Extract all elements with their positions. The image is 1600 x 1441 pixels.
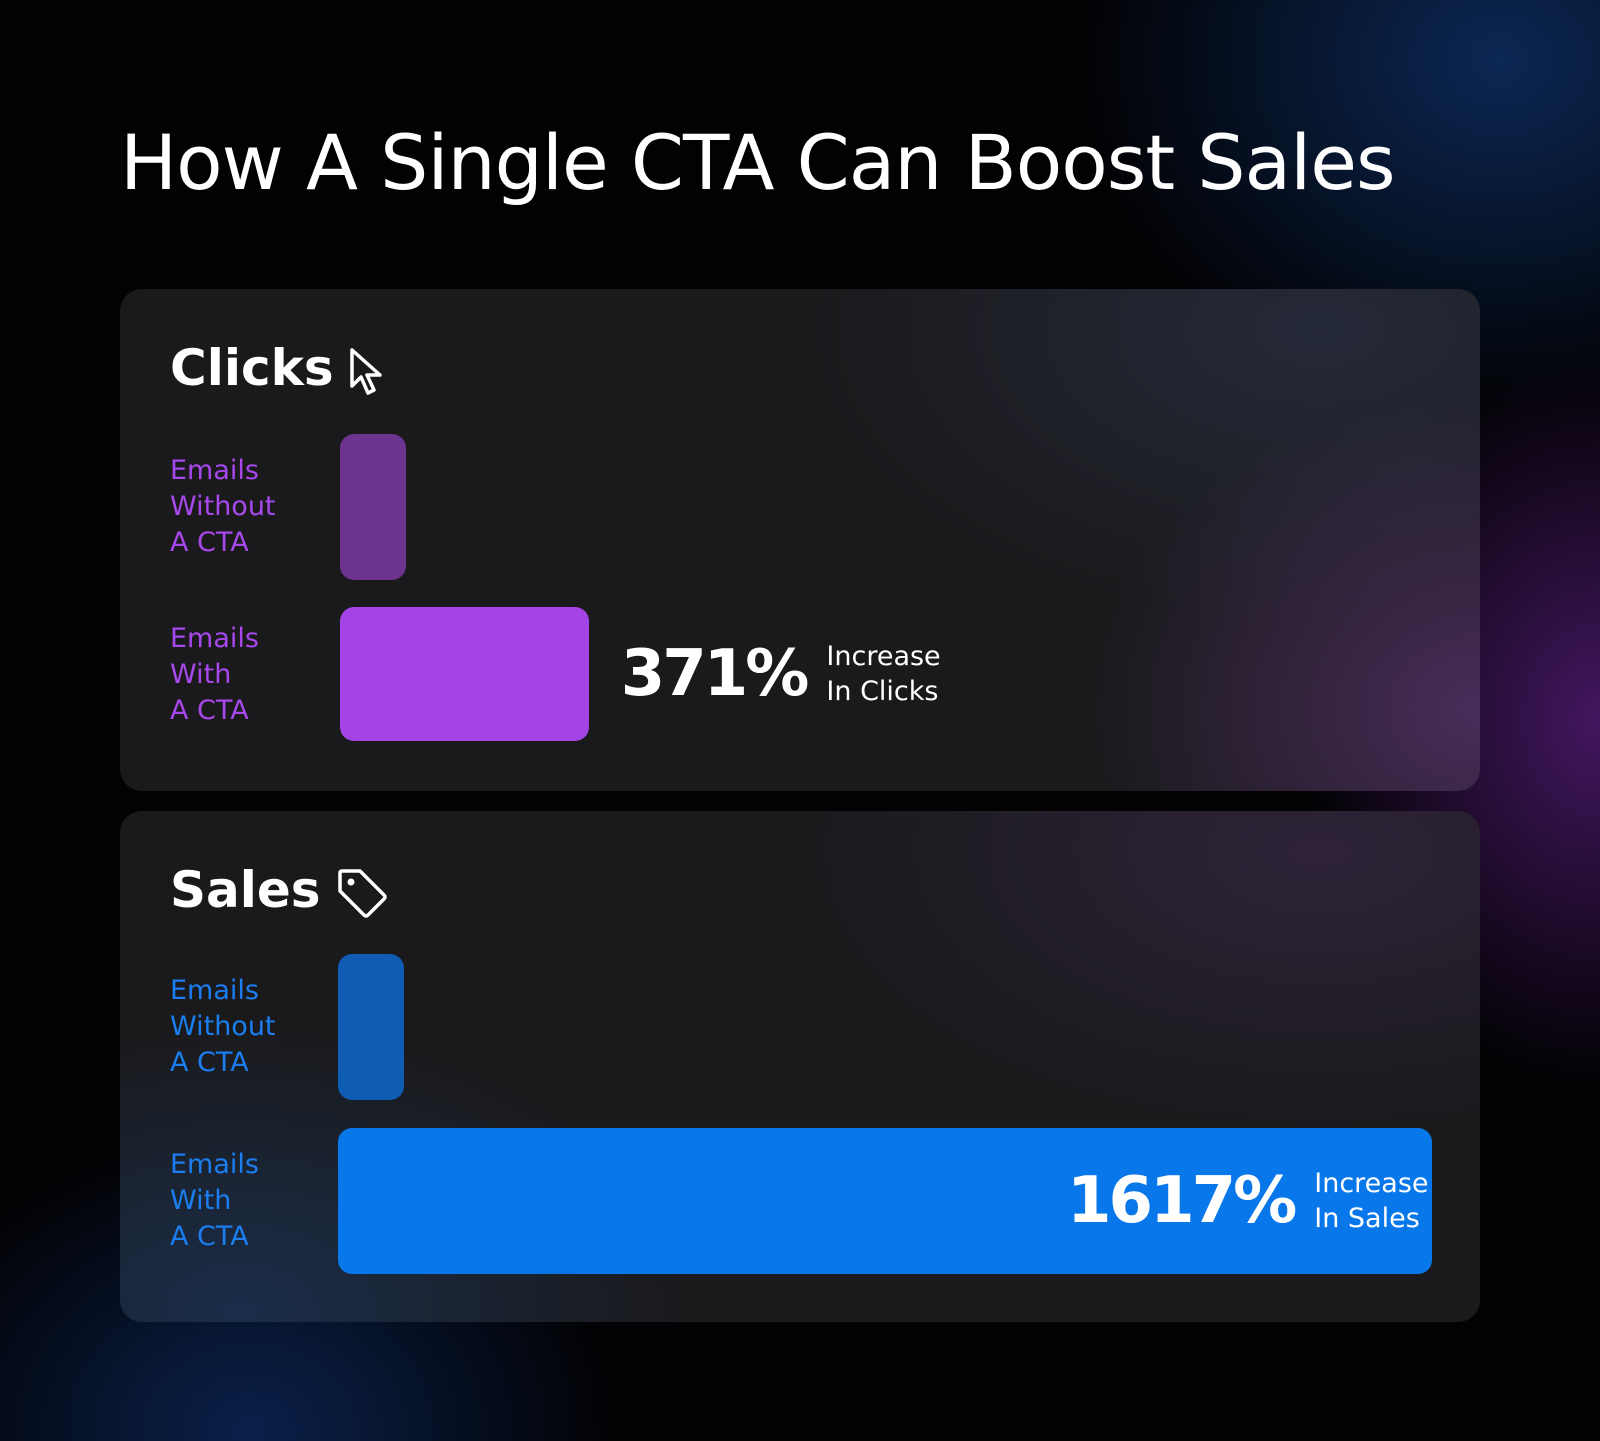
sales-increase-stat: 1617% Increase In Sales bbox=[1067, 1161, 1429, 1241]
sales-card: Sales Emails Without A CTA Emails With A… bbox=[120, 811, 1480, 1322]
clicks-increase-value: 371% bbox=[620, 637, 810, 711]
cursor-arrow-icon bbox=[348, 346, 388, 403]
sales-label-with-cta: Emails With A CTA bbox=[170, 1149, 259, 1252]
price-tag-icon bbox=[336, 867, 388, 924]
sales-label-without-cta: Emails Without A CTA bbox=[170, 975, 276, 1078]
clicks-chart-title: Clicks bbox=[170, 339, 334, 397]
sales-bar-with-cta bbox=[338, 1128, 1432, 1274]
clicks-card: Clicks Emails Without A CTA Emails With … bbox=[120, 289, 1480, 791]
clicks-increase-stat: 371% Increase In Clicks bbox=[621, 634, 941, 714]
clicks-bar-with-cta bbox=[340, 607, 589, 741]
sales-increase-value: 1617% bbox=[1067, 1164, 1297, 1238]
sales-bar-without-cta bbox=[338, 954, 404, 1100]
clicks-label-with-cta: Emails With A CTA bbox=[170, 623, 259, 726]
clicks-bar-without-cta bbox=[340, 434, 406, 580]
clicks-label-without-cta: Emails Without A CTA bbox=[170, 455, 276, 558]
sales-chart-title: Sales bbox=[170, 861, 321, 919]
sales-increase-caption: Increase In Sales bbox=[1314, 1168, 1429, 1234]
page-title: How A Single CTA Can Boost Sales bbox=[120, 118, 1396, 207]
clicks-increase-caption: Increase In Clicks bbox=[826, 641, 941, 707]
